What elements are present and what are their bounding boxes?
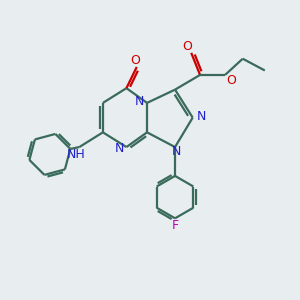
Text: N: N [135, 95, 144, 108]
Text: NH: NH [67, 148, 86, 161]
Text: N: N [172, 145, 181, 158]
Text: N: N [196, 110, 206, 123]
Text: N: N [114, 142, 124, 155]
Text: O: O [226, 74, 236, 87]
Text: O: O [130, 54, 140, 67]
Text: O: O [182, 40, 192, 53]
Text: F: F [172, 219, 178, 232]
